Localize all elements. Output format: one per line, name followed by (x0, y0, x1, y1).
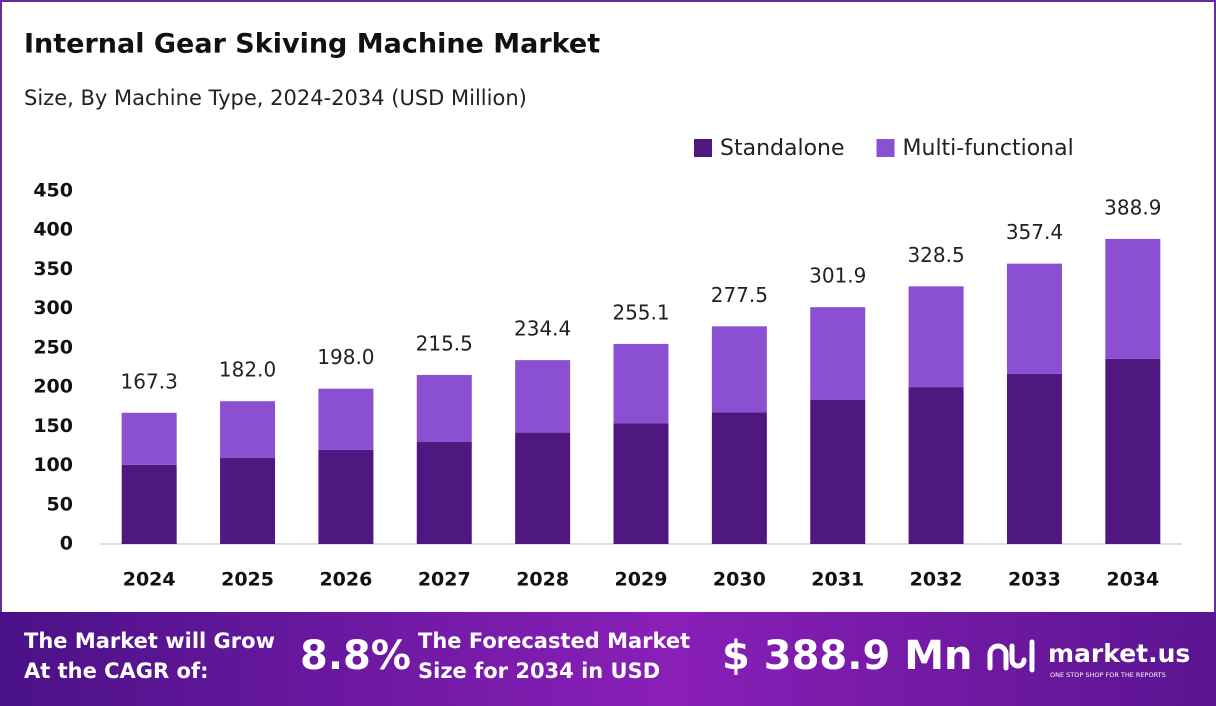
legend-swatch (694, 139, 712, 157)
legend-swatch (876, 139, 895, 157)
y-tick-label: 300 (33, 297, 73, 319)
bar (810, 307, 866, 400)
bar (1105, 358, 1161, 544)
y-tick-label: 150 (33, 415, 73, 437)
x-tick-label: 2025 (221, 569, 274, 591)
footer-value: $ 388.9 Mn (722, 633, 973, 679)
bar (318, 449, 374, 544)
total-label: 328.5 (907, 243, 964, 267)
footer-value: 8.8% (300, 633, 411, 679)
bar (1006, 263, 1062, 374)
y-tick-label: 350 (33, 258, 73, 280)
footer-text: The Forecasted Market (418, 629, 690, 653)
legend-label: Standalone (720, 136, 845, 161)
bar (613, 423, 669, 544)
bar (711, 326, 767, 413)
bar (416, 442, 472, 544)
footer-text: At the CAGR of: (24, 659, 209, 683)
y-tick-label: 100 (33, 454, 73, 476)
bar (318, 388, 374, 450)
total-label: 215.5 (416, 331, 473, 355)
total-label: 301.9 (809, 264, 866, 288)
x-tick-label: 2029 (615, 569, 668, 591)
bar (613, 343, 669, 424)
x-tick-label: 2028 (516, 569, 569, 591)
y-tick-label: 250 (33, 336, 73, 358)
bar (810, 399, 866, 544)
bar (908, 286, 964, 388)
brand-logo (987, 639, 1035, 673)
total-label: 198.0 (317, 345, 374, 369)
y-tick-label: 200 (33, 376, 73, 398)
bar (121, 412, 177, 465)
total-label: 167.3 (121, 369, 178, 393)
bar (711, 412, 767, 544)
total-label: 182.0 (219, 358, 276, 382)
y-tick-label: 450 (33, 180, 73, 202)
x-tick-label: 2030 (713, 569, 766, 591)
bar (1105, 238, 1161, 359)
total-label: 388.9 (1104, 195, 1161, 219)
brand-name: market.us (1048, 639, 1190, 668)
x-tick-label: 2032 (910, 569, 963, 591)
y-tick-label: 50 (47, 493, 73, 515)
bar (515, 432, 571, 544)
total-label: 234.4 (514, 317, 571, 341)
legend-label: Multi-functional (903, 136, 1074, 161)
total-label: 255.1 (612, 300, 669, 324)
x-tick-label: 2034 (1106, 569, 1159, 591)
total-label: 357.4 (1006, 220, 1063, 244)
x-tick-label: 2031 (811, 569, 864, 591)
y-tick-label: 0 (60, 533, 73, 555)
chart-title: Internal Gear Skiving Machine Market (24, 29, 600, 60)
footer-text: The Market will Grow (24, 629, 275, 653)
y-tick-label: 400 (33, 219, 73, 241)
chart-subtitle: Size, By Machine Type, 2024-2034 (USD Mi… (24, 86, 527, 110)
brand-tagline: ONE STOP SHOP FOR THE REPORTS (1050, 671, 1166, 679)
x-tick-label: 2024 (123, 569, 176, 591)
total-label: 277.5 (711, 283, 768, 307)
x-tick-label: 2026 (319, 569, 372, 591)
bar (121, 464, 177, 544)
bar (1006, 373, 1062, 544)
footer-text: Size for 2034 in USD (418, 659, 660, 683)
bar (908, 387, 964, 544)
x-tick-label: 2033 (1008, 569, 1061, 591)
bar (220, 457, 276, 544)
bar (515, 360, 571, 433)
bar (416, 374, 472, 443)
bar (220, 401, 276, 458)
x-tick-label: 2027 (418, 569, 471, 591)
